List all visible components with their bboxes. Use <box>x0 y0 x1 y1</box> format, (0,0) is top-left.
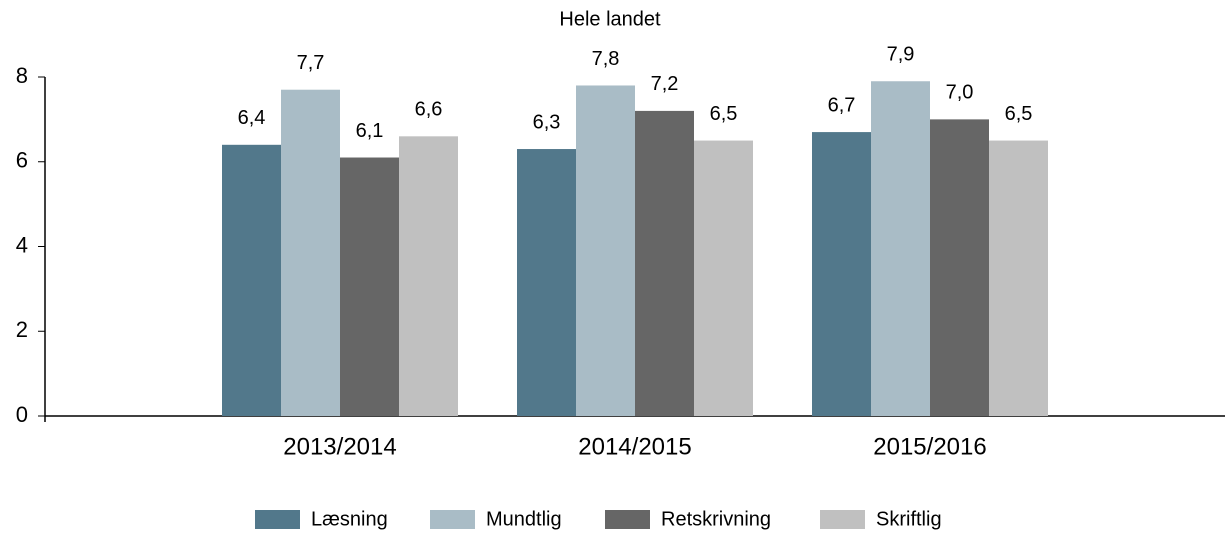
bar <box>635 110 694 417</box>
legend-label: Læsning <box>311 508 388 530</box>
bar <box>340 157 399 416</box>
y-tick-label: 8 <box>16 63 28 88</box>
value-label: 7,9 <box>887 44 915 66</box>
x-tick-label: 2014/2015 <box>578 433 691 460</box>
value-label: 6,5 <box>710 103 738 125</box>
y-tick-label: 6 <box>16 148 28 173</box>
chart-title: Hele landet <box>559 8 661 30</box>
bar <box>812 132 871 416</box>
legend-swatch <box>605 510 650 529</box>
bar <box>576 85 635 416</box>
value-label: 7,0 <box>946 82 974 104</box>
y-tick-label: 0 <box>16 402 28 427</box>
bar <box>222 144 281 417</box>
legend-swatch <box>430 510 475 529</box>
legend-label: Mundtlig <box>486 508 562 530</box>
x-tick-label: 2013/2014 <box>283 433 396 460</box>
bar <box>694 140 753 416</box>
bar <box>281 89 340 417</box>
value-label: 7,7 <box>297 52 325 74</box>
y-tick-label: 2 <box>16 317 28 342</box>
value-label: 7,8 <box>592 48 620 70</box>
value-label: 6,5 <box>1005 103 1033 125</box>
bar <box>399 136 458 416</box>
value-label: 6,7 <box>828 94 856 116</box>
legend-label: Retskrivning <box>661 508 771 530</box>
value-label: 6,6 <box>415 99 443 121</box>
legend-label: Skriftlig <box>876 508 942 530</box>
x-tick-label: 2015/2016 <box>873 433 986 460</box>
value-label: 6,1 <box>356 120 384 142</box>
value-label: 6,4 <box>238 107 266 129</box>
legend-swatch <box>255 510 300 529</box>
bar <box>517 149 576 416</box>
y-tick-label: 4 <box>16 232 28 257</box>
value-label: 7,2 <box>651 73 679 95</box>
bar <box>989 140 1048 416</box>
value-label: 6,3 <box>533 111 561 133</box>
bar <box>871 81 930 417</box>
bar <box>930 119 989 416</box>
legend-swatch <box>820 510 865 529</box>
